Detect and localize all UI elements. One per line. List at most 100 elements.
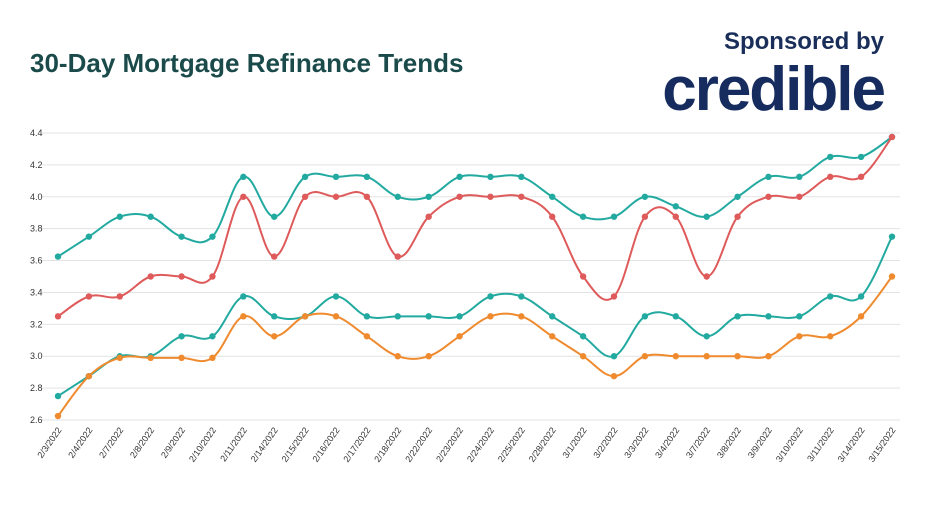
data-point[interactable] bbox=[332, 293, 340, 300]
data-point[interactable] bbox=[796, 333, 803, 340]
data-point[interactable] bbox=[703, 213, 710, 220]
data-point[interactable] bbox=[54, 313, 62, 320]
data-point[interactable] bbox=[394, 313, 401, 320]
data-point[interactable] bbox=[827, 293, 834, 300]
data-point[interactable] bbox=[178, 233, 185, 240]
data-point[interactable] bbox=[85, 372, 93, 380]
data-point[interactable] bbox=[147, 273, 154, 280]
data-point[interactable] bbox=[672, 313, 679, 320]
data-point[interactable] bbox=[363, 193, 371, 200]
data-point[interactable] bbox=[827, 173, 834, 181]
data-point[interactable] bbox=[827, 333, 834, 340]
data-point[interactable] bbox=[518, 173, 525, 181]
data-point[interactable] bbox=[610, 372, 618, 380]
data-point[interactable] bbox=[394, 193, 401, 200]
data-point[interactable] bbox=[456, 333, 463, 340]
data-point[interactable] bbox=[240, 293, 247, 300]
data-point[interactable] bbox=[271, 253, 278, 260]
data-point[interactable] bbox=[271, 213, 278, 220]
data-point[interactable] bbox=[456, 313, 463, 320]
data-point[interactable] bbox=[703, 273, 710, 280]
data-point[interactable] bbox=[178, 354, 185, 362]
data-point[interactable] bbox=[363, 333, 371, 340]
data-point[interactable] bbox=[796, 173, 803, 181]
data-point[interactable] bbox=[54, 253, 62, 260]
data-point[interactable] bbox=[271, 333, 278, 340]
data-point[interactable] bbox=[456, 173, 463, 181]
data-point[interactable] bbox=[147, 213, 154, 220]
data-point[interactable] bbox=[240, 193, 247, 200]
data-point[interactable] bbox=[549, 313, 556, 320]
data-point[interactable] bbox=[672, 213, 679, 220]
data-point[interactable] bbox=[178, 273, 185, 280]
data-point[interactable] bbox=[672, 353, 679, 360]
data-point[interactable] bbox=[610, 293, 618, 300]
data-point[interactable] bbox=[579, 353, 587, 360]
data-point[interactable] bbox=[579, 213, 587, 220]
data-point[interactable] bbox=[116, 293, 123, 300]
data-point[interactable] bbox=[178, 333, 185, 340]
data-point[interactable] bbox=[332, 313, 340, 320]
data-point[interactable] bbox=[549, 213, 556, 220]
data-point[interactable] bbox=[672, 203, 679, 210]
data-point[interactable] bbox=[271, 313, 278, 320]
data-point[interactable] bbox=[209, 333, 216, 340]
data-point[interactable] bbox=[54, 412, 62, 420]
data-point[interactable] bbox=[363, 313, 371, 320]
data-point[interactable] bbox=[425, 353, 432, 360]
data-point[interactable] bbox=[734, 313, 741, 320]
data-point[interactable] bbox=[209, 354, 216, 362]
data-point[interactable] bbox=[116, 354, 123, 362]
data-point[interactable] bbox=[796, 193, 803, 200]
data-point[interactable] bbox=[487, 173, 494, 181]
data-point[interactable] bbox=[116, 213, 123, 220]
data-point[interactable] bbox=[857, 173, 865, 181]
data-point[interactable] bbox=[765, 313, 772, 320]
data-point[interactable] bbox=[240, 313, 247, 320]
data-point[interactable] bbox=[147, 354, 154, 362]
data-point[interactable] bbox=[549, 193, 556, 200]
data-point[interactable] bbox=[734, 353, 741, 360]
data-point[interactable] bbox=[703, 353, 710, 360]
data-point[interactable] bbox=[240, 173, 247, 181]
data-point[interactable] bbox=[456, 193, 463, 200]
data-point[interactable] bbox=[518, 293, 525, 300]
data-point[interactable] bbox=[301, 313, 309, 320]
data-point[interactable] bbox=[796, 313, 803, 320]
data-point[interactable] bbox=[888, 133, 896, 141]
data-point[interactable] bbox=[363, 173, 371, 181]
data-point[interactable] bbox=[301, 173, 309, 181]
data-point[interactable] bbox=[85, 233, 93, 240]
data-point[interactable] bbox=[487, 293, 494, 300]
data-point[interactable] bbox=[332, 173, 340, 181]
data-point[interactable] bbox=[641, 353, 649, 360]
data-point[interactable] bbox=[579, 333, 587, 340]
data-point[interactable] bbox=[641, 313, 649, 320]
data-point[interactable] bbox=[301, 193, 309, 200]
data-point[interactable] bbox=[857, 293, 865, 300]
data-point[interactable] bbox=[703, 333, 710, 340]
data-point[interactable] bbox=[425, 213, 432, 220]
data-point[interactable] bbox=[487, 313, 494, 320]
data-point[interactable] bbox=[487, 193, 494, 200]
data-point[interactable] bbox=[734, 193, 741, 200]
data-point[interactable] bbox=[85, 293, 93, 300]
data-point[interactable] bbox=[394, 253, 401, 260]
data-point[interactable] bbox=[425, 193, 432, 200]
data-point[interactable] bbox=[425, 313, 432, 320]
data-point[interactable] bbox=[518, 193, 525, 200]
data-point[interactable] bbox=[827, 153, 834, 161]
data-point[interactable] bbox=[765, 193, 772, 200]
data-point[interactable] bbox=[394, 353, 401, 360]
credible-logo[interactable]: credible bbox=[662, 55, 886, 124]
data-point[interactable] bbox=[734, 213, 741, 220]
data-point[interactable] bbox=[54, 392, 62, 400]
data-point[interactable] bbox=[610, 353, 618, 360]
data-point[interactable] bbox=[610, 213, 618, 220]
data-point[interactable] bbox=[209, 273, 216, 280]
data-point[interactable] bbox=[765, 353, 772, 360]
data-point[interactable] bbox=[549, 333, 556, 340]
data-point[interactable] bbox=[641, 193, 649, 200]
data-point[interactable] bbox=[888, 233, 896, 240]
data-point[interactable] bbox=[209, 233, 216, 240]
